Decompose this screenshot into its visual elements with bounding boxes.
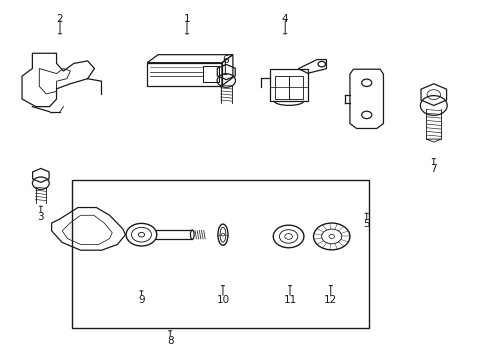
Text: 3: 3 [38,212,44,222]
Text: 7: 7 [429,165,436,174]
Text: 6: 6 [222,55,228,65]
Text: 8: 8 [166,336,173,346]
Text: 1: 1 [183,14,190,24]
Text: 2: 2 [57,14,63,24]
Text: 10: 10 [216,295,229,305]
Text: 4: 4 [282,14,288,24]
Text: 12: 12 [324,295,337,305]
Text: 11: 11 [283,295,296,305]
Text: 9: 9 [138,295,144,305]
Text: 5: 5 [363,219,369,229]
Bar [72,180,368,328]
